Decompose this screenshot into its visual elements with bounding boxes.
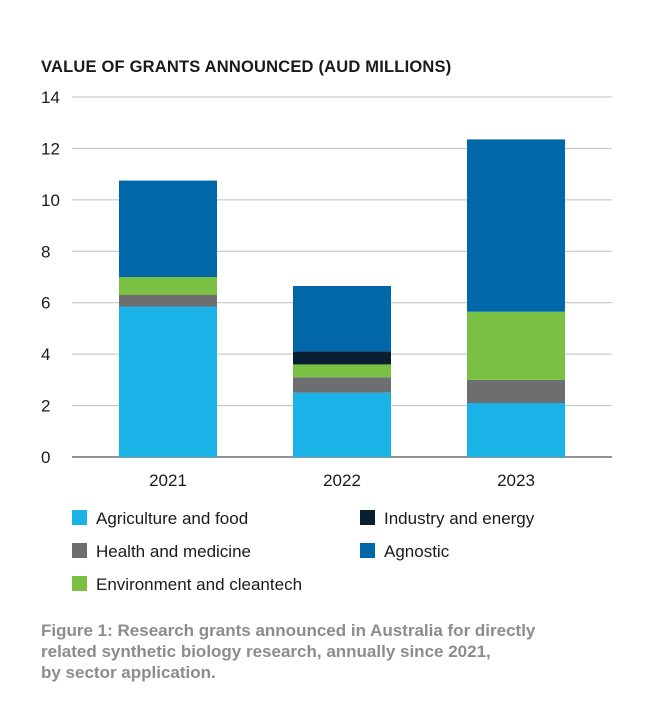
y-tick-label: 0 — [41, 448, 50, 467]
bar-segment-2023-environment-and-cleantech — [467, 311, 565, 380]
y-tick-label: 12 — [41, 139, 60, 158]
legend-swatch — [360, 543, 375, 558]
bar-segment-2022-agnostic — [293, 286, 391, 352]
legend-label: Health and medicine — [96, 542, 251, 561]
bar-segment-2023-health-and-medicine — [467, 379, 565, 403]
caption-line-3: by sector application. — [41, 663, 216, 682]
legend-swatch — [72, 576, 87, 591]
y-axis-ticks: 0 2 4 6 8 10 12 14 — [41, 88, 60, 467]
legend: Agriculture and food Industry and energy H… — [72, 509, 535, 594]
legend-label: Environment and cleantech — [96, 575, 302, 594]
y-tick-label: 6 — [41, 294, 50, 313]
legend-label: Agriculture and food — [96, 509, 248, 528]
legend-swatch — [72, 543, 87, 558]
x-tick-label-2022: 2022 — [323, 471, 361, 490]
bar-segment-2021-health-and-medicine — [119, 295, 217, 307]
x-tick-label-2023: 2023 — [497, 471, 535, 490]
bar-segment-2023-agriculture-and-food — [467, 403, 565, 457]
x-tick-label-2021: 2021 — [149, 471, 187, 490]
legend-item: Agriculture and food — [72, 509, 248, 528]
bar-segment-2021-agnostic — [119, 180, 217, 277]
bar-segment-2023-agnostic — [467, 139, 565, 312]
bar-segment-2021-agriculture-and-food — [119, 306, 217, 457]
bar-segment-2022-industry-and-energy — [293, 351, 391, 365]
legend-swatch — [360, 510, 375, 525]
legend-label: Agnostic — [384, 542, 450, 561]
figure-caption: Figure 1: Research grants announced in A… — [41, 620, 641, 683]
chart-title: VALUE OF GRANTS ANNOUNCED (AUD MILLIONS) — [41, 58, 451, 76]
y-tick-label: 10 — [41, 191, 60, 210]
legend-swatch — [72, 510, 87, 525]
legend-item: Agnostic — [360, 542, 450, 561]
y-tick-label: 2 — [41, 397, 50, 416]
bar-segment-2022-agriculture-and-food — [293, 392, 391, 457]
bar-segment-2022-health-and-medicine — [293, 377, 391, 393]
stacked-bar-chart: VALUE OF GRANTS ANNOUNCED (AUD MILLIONS)… — [41, 58, 612, 594]
x-axis-labels: 2021 2022 2023 — [149, 471, 535, 490]
y-tick-label: 8 — [41, 242, 50, 261]
bars — [119, 139, 565, 457]
caption-line-2: related synthetic biology research, annu… — [41, 642, 491, 661]
bar-segment-2021-environment-and-cleantech — [119, 277, 217, 295]
y-tick-label: 4 — [41, 345, 50, 364]
legend-label: Industry and energy — [384, 509, 535, 528]
bar-segment-2022-environment-and-cleantech — [293, 364, 391, 378]
caption-line-1: Figure 1: Research grants announced in A… — [41, 621, 536, 640]
legend-item: Industry and energy — [360, 509, 535, 528]
legend-item: Environment and cleantech — [72, 575, 302, 594]
legend-item: Health and medicine — [72, 542, 251, 561]
y-tick-label: 14 — [41, 88, 60, 107]
